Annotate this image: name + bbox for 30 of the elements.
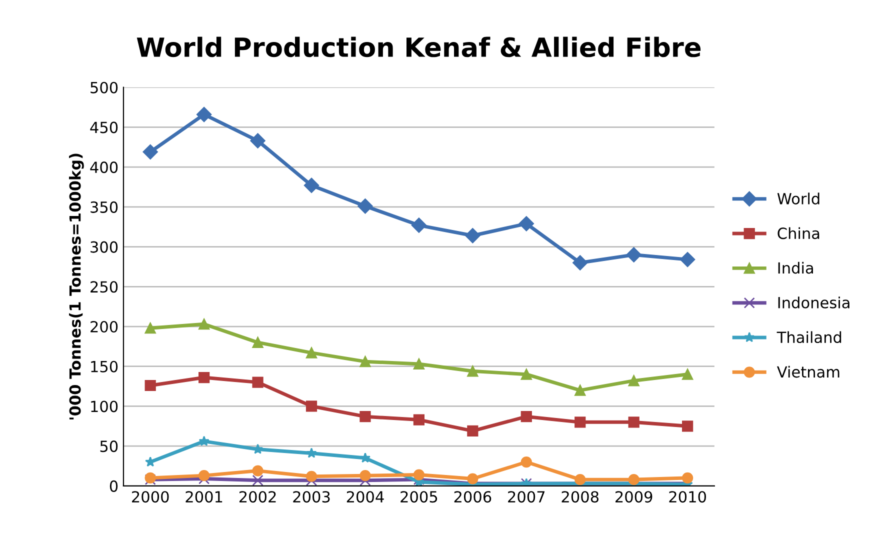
x-tick-label: 2003 — [293, 491, 330, 503]
x-tick-label: 2004 — [346, 491, 384, 503]
y-tick-label: 400 — [90, 162, 118, 174]
y-tick-label: 450 — [90, 122, 118, 134]
legend-label: China — [778, 227, 820, 240]
y-tick-label: 250 — [90, 281, 118, 293]
y-tick-label: 100 — [91, 400, 118, 412]
chart-title: World Production Kenaf & Allied Fibre — [136, 36, 701, 58]
y-axis-title: '000 Tonnes(1 Tonnes=1000kg) — [68, 154, 84, 420]
y-tick-label: 0 — [110, 480, 118, 492]
x-tick-label: 2010 — [669, 491, 706, 503]
y-tick-label: 500 — [90, 82, 118, 94]
legend-label: Vietnam — [776, 366, 840, 378]
x-tick-label: 2001 — [186, 491, 222, 503]
legend-label: India — [778, 262, 813, 274]
x-tick-label: 2000 — [132, 491, 169, 503]
y-tick-label: 200 — [90, 320, 118, 333]
y-tick-label: 150 — [91, 360, 118, 372]
x-tick-label: 2002 — [239, 491, 276, 503]
legend-label: World — [777, 192, 820, 204]
legend-label: Thailand — [776, 331, 842, 344]
x-tick-label: 2005 — [400, 491, 438, 503]
x-tick-label: 2006 — [454, 491, 492, 503]
y-tick-label: 300 — [90, 241, 118, 253]
x-tick-label: 2009 — [616, 491, 652, 503]
y-tick-label: 350 — [90, 201, 118, 213]
legend-label: Indonesia — [778, 296, 850, 308]
y-tick-label: 50 — [100, 440, 118, 452]
x-tick-label: 2007 — [508, 491, 545, 503]
x-tick-label: 2008 — [562, 491, 599, 503]
